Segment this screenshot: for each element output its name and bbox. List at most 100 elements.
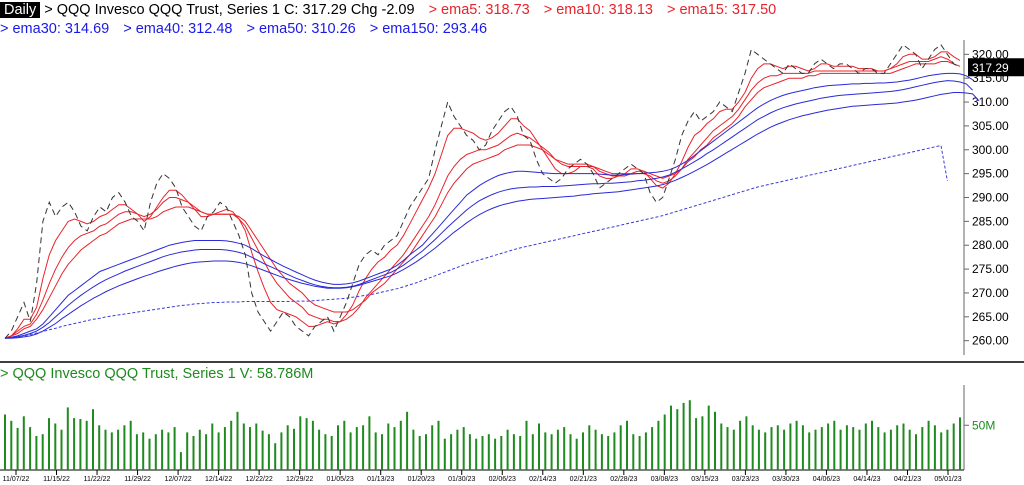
x-tick-label: 03/15/23 xyxy=(691,476,718,483)
volume-bar xyxy=(198,429,201,470)
x-tick-label: 03/23/23 xyxy=(732,476,759,483)
series-close xyxy=(4,44,961,339)
volume-bar xyxy=(242,423,245,470)
volume-bar xyxy=(833,420,836,470)
x-tick-label: 05/01/23 xyxy=(934,476,961,483)
volume-bar xyxy=(431,425,434,470)
volume-bar xyxy=(330,436,333,470)
volume-bar xyxy=(10,420,13,470)
volume-bar xyxy=(349,432,352,470)
x-tick-label: 02/21/23 xyxy=(570,476,597,483)
x-tick-label: 11/07/22 xyxy=(3,476,30,483)
series-ema30 xyxy=(4,72,973,339)
volume-bar xyxy=(98,425,101,470)
price-tick-label: 260.00 xyxy=(972,334,1009,348)
volume-bar xyxy=(814,429,817,470)
volume-bar xyxy=(588,425,591,470)
volume-bar xyxy=(714,411,716,470)
volume-bar xyxy=(569,434,572,470)
volume-bar xyxy=(764,432,767,470)
legend-ema5: > ema5: 318.73 xyxy=(428,2,530,18)
volume-bar xyxy=(135,434,138,470)
volume-bar xyxy=(324,434,327,470)
volume-bar xyxy=(205,434,208,470)
volume-bar xyxy=(657,420,660,470)
x-tick-label: 12/07/22 xyxy=(164,476,191,483)
x-tick-label: 02/28/23 xyxy=(610,476,637,483)
legend-ema15: > ema15: 317.50 xyxy=(667,2,777,18)
volume-bar xyxy=(154,434,157,470)
volume-bar xyxy=(261,430,264,470)
volume-bar xyxy=(293,428,295,470)
x-tick-label: 12/22/22 xyxy=(246,476,273,483)
volume-bar xyxy=(921,427,924,470)
last-price-label: 317.29 xyxy=(972,61,1009,75)
volume-bar xyxy=(249,427,251,470)
volume-bar xyxy=(538,423,540,470)
volume-bar xyxy=(651,427,654,470)
volume-bar xyxy=(820,427,823,470)
volume-bar xyxy=(173,427,176,470)
x-tick-label: 02/14/23 xyxy=(529,476,556,483)
volume-bar xyxy=(60,429,63,470)
legend-ema10: > ema10: 318.13 xyxy=(543,2,653,18)
price-header-line-2: > ema30: 314.69 > ema40: 312.48 > ema50: 3… xyxy=(0,20,487,38)
period-badge[interactable]: Daily xyxy=(0,2,41,18)
volume-bar xyxy=(399,420,402,470)
series-ema40 xyxy=(4,80,973,339)
volume-bar xyxy=(582,432,584,470)
volume-bar xyxy=(770,427,773,470)
x-tick-label: 04/14/23 xyxy=(853,476,880,483)
volume-bar xyxy=(450,434,453,470)
volume-bar xyxy=(456,429,459,470)
volume-bar xyxy=(525,420,528,470)
volume-bar xyxy=(670,405,672,470)
volume-bar xyxy=(54,423,57,470)
x-tick-label: 04/21/23 xyxy=(894,476,921,483)
volume-bar xyxy=(946,429,949,470)
volume-bar xyxy=(192,436,195,470)
volume-bar xyxy=(230,420,233,470)
volume-bar xyxy=(425,434,427,470)
volume-bar xyxy=(908,429,911,470)
x-tick-label: 12/29/22 xyxy=(286,476,313,483)
volume-bar xyxy=(393,427,396,470)
volume-bar xyxy=(167,432,170,470)
volume-bar xyxy=(41,434,44,470)
volume-bar xyxy=(22,416,25,470)
volume-bar xyxy=(519,436,522,470)
volume-bar xyxy=(123,425,126,470)
volume-bar xyxy=(720,423,723,470)
volume-bar xyxy=(883,432,886,470)
price-y-ticks: 260.00 265.00 270.00 275.00 280.00 285.00 290.… xyxy=(964,47,1009,348)
last-price-marker: 317.29 xyxy=(968,58,1024,77)
volume-bar xyxy=(512,434,515,470)
price-tick-label: 280.00 xyxy=(972,238,1009,252)
volume-bar xyxy=(600,434,603,470)
volume-bar xyxy=(563,427,566,470)
x-tick-label: 03/30/23 xyxy=(772,476,799,483)
volume-bar xyxy=(267,434,270,470)
legend-ema50: > ema50: 310.26 xyxy=(246,21,356,37)
volume-bar xyxy=(902,423,905,470)
volume-bar xyxy=(468,434,471,470)
volume-bar xyxy=(607,436,610,470)
legend-ema30: > ema30: 314.69 xyxy=(0,21,110,37)
volume-bar xyxy=(500,436,503,470)
volume-bar xyxy=(940,432,943,470)
x-tick-label: 01/20/23 xyxy=(408,476,435,483)
volume-bar xyxy=(550,434,553,470)
volume-bar xyxy=(223,427,226,470)
volume-bar xyxy=(85,420,88,470)
series-ema10 xyxy=(4,56,954,339)
x-tick-label: 01/13/23 xyxy=(367,476,394,483)
volume-bar xyxy=(92,409,94,470)
volume-bar xyxy=(286,425,289,470)
volume-bar xyxy=(142,432,145,470)
volume-bar xyxy=(858,429,861,470)
volume-bar xyxy=(613,432,616,470)
volume-bar xyxy=(148,438,151,470)
volume-bar xyxy=(845,425,848,470)
volume-bar xyxy=(79,419,82,470)
